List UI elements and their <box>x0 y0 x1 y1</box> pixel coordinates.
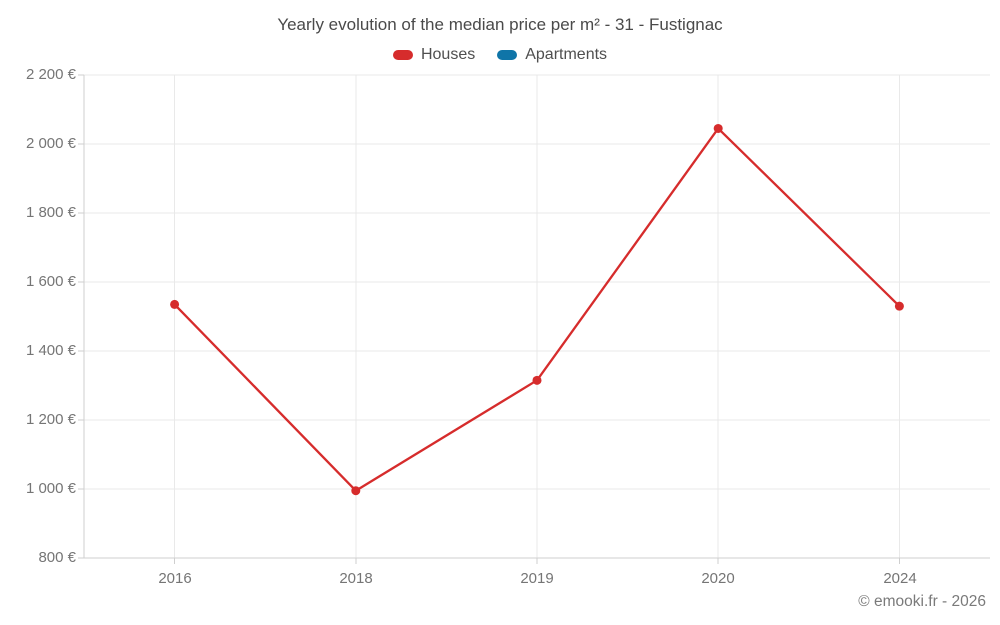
y-tick-label: 1 000 € <box>25 480 76 497</box>
chart-title: Yearly evolution of the median price per… <box>277 15 723 34</box>
data-point-houses[interactable] <box>351 486 361 496</box>
data-point-houses[interactable] <box>532 375 542 385</box>
y-tick-label: 1 400 € <box>25 342 76 359</box>
chart-legend: Houses Apartments <box>0 46 1000 64</box>
data-point-houses[interactable] <box>894 301 904 311</box>
legend-item-apartments[interactable]: Apartments <box>497 46 607 64</box>
x-tick-label: 2019 <box>520 570 554 587</box>
legend-label-houses: Houses <box>420 46 476 63</box>
data-point-houses[interactable] <box>170 299 180 309</box>
y-tick-label: 1 600 € <box>25 273 76 290</box>
x-tick-label: 2016 <box>158 570 192 587</box>
y-tick-label: 1 800 € <box>25 204 76 221</box>
apartments-series-swatch-icon <box>497 50 518 60</box>
x-tick-label: 2020 <box>701 570 735 587</box>
y-tick-label: 1 200 € <box>25 411 76 428</box>
y-tick-label: 800 € <box>38 549 76 566</box>
copyright-credit: © emooki.fr - 2026 <box>858 593 986 610</box>
legend-label-apartments: Apartments <box>525 46 608 63</box>
y-tick-label: 2 200 € <box>25 66 76 83</box>
data-point-houses[interactable] <box>713 123 723 133</box>
houses-series-swatch-icon <box>392 50 413 60</box>
x-tick-label: 2024 <box>883 570 917 587</box>
legend-item-houses[interactable]: Houses <box>392 46 476 64</box>
y-tick-label: 2 000 € <box>25 135 76 152</box>
x-tick-label: 2018 <box>339 570 373 587</box>
